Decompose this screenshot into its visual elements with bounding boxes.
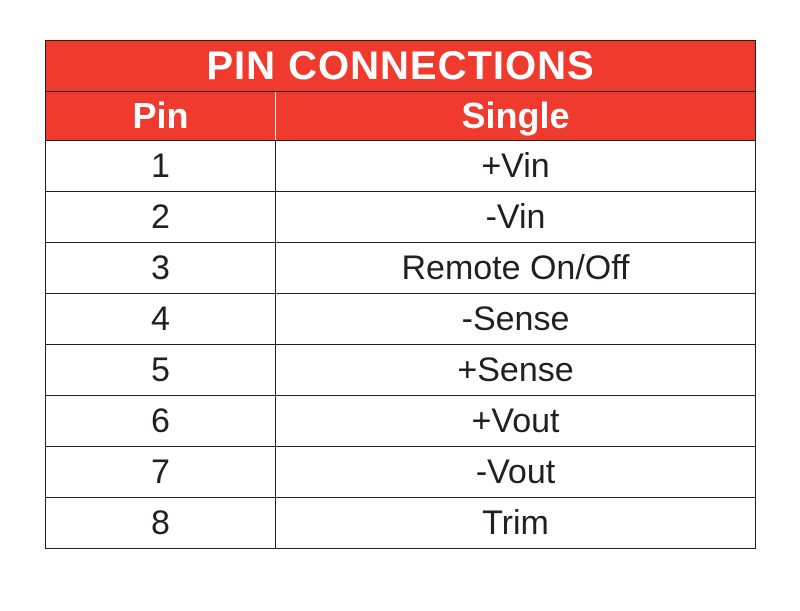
pin-connections-table: PIN CONNECTIONSPinSingle1+Vin2-Vin3Remot… xyxy=(45,40,756,549)
column-header-pin: Pin xyxy=(46,92,276,141)
pin-number-cell: 2 xyxy=(46,192,276,243)
table-row: 3Remote On/Off xyxy=(46,243,756,294)
pin-number-cell: 7 xyxy=(46,447,276,498)
pin-signal-cell: -Sense xyxy=(276,294,756,345)
pin-signal-cell: Remote On/Off xyxy=(276,243,756,294)
pin-number-cell: 8 xyxy=(46,498,276,549)
pin-number-cell: 6 xyxy=(46,396,276,447)
pin-number-cell: 3 xyxy=(46,243,276,294)
table-row: 1+Vin xyxy=(46,141,756,192)
table-header-row: PinSingle xyxy=(46,92,756,141)
pin-number-cell: 4 xyxy=(46,294,276,345)
pin-signal-cell: -Vout xyxy=(276,447,756,498)
table-container: PIN CONNECTIONSPinSingle1+Vin2-Vin3Remot… xyxy=(0,0,800,589)
table-row: 8Trim xyxy=(46,498,756,549)
pin-number-cell: 1 xyxy=(46,141,276,192)
pin-signal-cell: +Sense xyxy=(276,345,756,396)
table-row: 5+Sense xyxy=(46,345,756,396)
pin-signal-cell: -Vin xyxy=(276,192,756,243)
pin-number-cell: 5 xyxy=(46,345,276,396)
pin-signal-cell: Trim xyxy=(276,498,756,549)
table-row: 6+Vout xyxy=(46,396,756,447)
table-title-row: PIN CONNECTIONS xyxy=(46,41,756,92)
table-row: 7-Vout xyxy=(46,447,756,498)
table-title: PIN CONNECTIONS xyxy=(46,41,756,92)
pin-signal-cell: +Vout xyxy=(276,396,756,447)
pin-signal-cell: +Vin xyxy=(276,141,756,192)
column-header-single: Single xyxy=(276,92,756,141)
table-row: 2-Vin xyxy=(46,192,756,243)
table-row: 4-Sense xyxy=(46,294,756,345)
